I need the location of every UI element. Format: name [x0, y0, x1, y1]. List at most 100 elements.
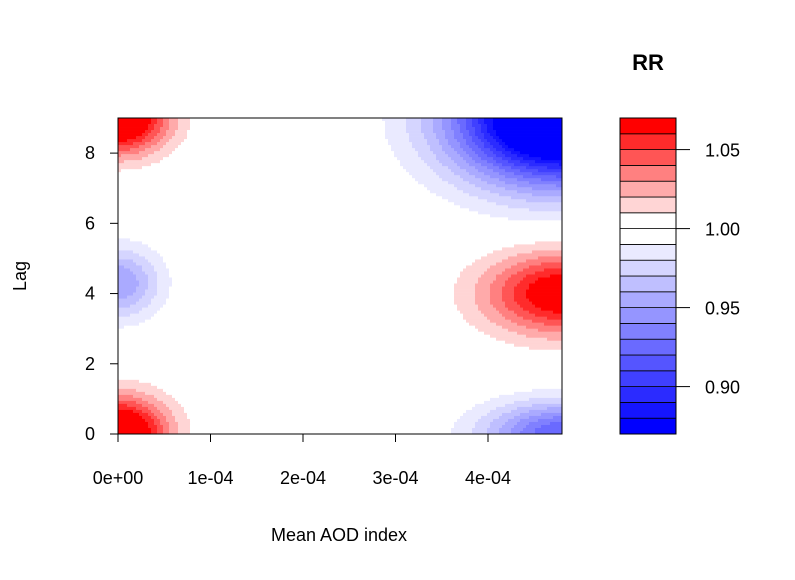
legend-frame: [619, 117, 677, 435]
contour-cell: [433, 118, 443, 122]
contour-cell: [538, 418, 563, 423]
contour-cell: [481, 274, 497, 278]
contour-cell: [163, 136, 173, 140]
contour-cell: [478, 211, 563, 215]
contour-cell: [316, 271, 461, 275]
contour-cell: [505, 154, 518, 158]
contour-cell: [499, 178, 518, 182]
contour-cell: [478, 118, 485, 122]
contour-cell: [514, 163, 530, 167]
contour-cell: [148, 154, 170, 158]
contour-cell: [493, 169, 506, 173]
legend-swatch: [619, 417, 677, 435]
contour-cell: [154, 124, 164, 128]
contour-cell: [187, 412, 293, 417]
contour-cell: [178, 118, 191, 122]
contour-cell: [478, 418, 494, 423]
contour-cell: [424, 133, 437, 137]
contour-cell: [169, 292, 278, 296]
contour-cell: [463, 178, 482, 182]
contour-cell: [424, 184, 455, 188]
contour-cell: [403, 166, 431, 170]
contour-cell: [142, 307, 161, 312]
contour-cell: [451, 430, 473, 435]
contour-cell: [463, 268, 488, 272]
contour-cell: [490, 148, 497, 152]
contour-cell: [136, 136, 146, 140]
contour-cell: [145, 292, 158, 296]
contour-cell: [160, 421, 170, 426]
contour-cell: [397, 247, 503, 251]
y-tick-label: 4: [85, 284, 95, 304]
contour-cell: [121, 154, 149, 158]
contour-cell: [136, 400, 149, 405]
contour-cell: [511, 166, 527, 170]
contour-cell: [442, 148, 455, 152]
contour-cell: [184, 406, 293, 411]
contour-cell: [526, 274, 551, 278]
contour-cell: [181, 349, 563, 354]
contour-cell: [469, 130, 476, 134]
contour-cell: [475, 286, 491, 290]
contour-cell: [451, 145, 461, 149]
contour-cell: [475, 259, 503, 263]
contour-cell: [280, 289, 455, 293]
contour-cell: [481, 187, 506, 191]
contour-cell: [292, 409, 467, 414]
contour-cell: [118, 244, 149, 248]
contour-cell: [238, 187, 428, 191]
contour-cell: [253, 139, 389, 143]
contour-cell: [502, 292, 515, 296]
contour-cell: [502, 325, 527, 330]
contour-cell: [166, 142, 182, 146]
contour-cell: [541, 424, 563, 429]
contour-cell: [529, 181, 563, 185]
contour-cell: [118, 394, 134, 399]
contour-cell: [385, 127, 407, 131]
contour-cell: [163, 157, 251, 161]
contour-cell: [391, 148, 416, 152]
contour-cell: [229, 202, 455, 206]
contour-cell: [133, 250, 158, 254]
legend-swatch: [619, 117, 677, 135]
contour-cell: [433, 151, 446, 155]
legend-swatch: [619, 243, 677, 261]
contour-cell: [556, 184, 563, 188]
contour-cell: [307, 274, 461, 278]
contour-cell: [448, 238, 563, 242]
contour-cell: [148, 421, 155, 426]
contour-cell: [145, 319, 272, 324]
contour-cell: [148, 286, 158, 290]
contour-cell: [118, 133, 143, 137]
contour-cell: [169, 154, 251, 158]
contour-cell: [505, 340, 563, 345]
contour-cell: [385, 121, 407, 125]
contour-cell: [175, 415, 188, 420]
contour-cell: [490, 301, 506, 305]
contour-cell: [160, 253, 374, 257]
contour-cell: [145, 148, 161, 152]
contour-cell: [442, 127, 452, 131]
contour-cell: [511, 274, 527, 278]
contour-cell: [487, 430, 500, 435]
contour-cell: [454, 202, 497, 206]
contour-cell: [247, 163, 401, 167]
contour-cell: [154, 265, 167, 269]
contour-cell: [118, 424, 149, 429]
contour-cell: [517, 190, 563, 194]
x-axis: 0e+00 1e-04 2e-04 3e-04 4e-04: [93, 433, 511, 488]
contour-cell: [181, 142, 254, 146]
contour-cell: [490, 214, 563, 218]
contour-cell: [154, 268, 170, 272]
contour-cell: [556, 175, 563, 179]
contour-cell: [169, 121, 179, 125]
legend-swatch: [619, 196, 677, 214]
contour-cell: [175, 148, 254, 152]
contour-cell: [466, 118, 473, 122]
contour-cell: [148, 283, 158, 287]
contour-cell: [541, 307, 563, 312]
contour-cell: [118, 139, 128, 143]
contour-cell: [454, 133, 464, 137]
contour-cell: [244, 178, 416, 182]
contour-cell: [481, 157, 494, 161]
